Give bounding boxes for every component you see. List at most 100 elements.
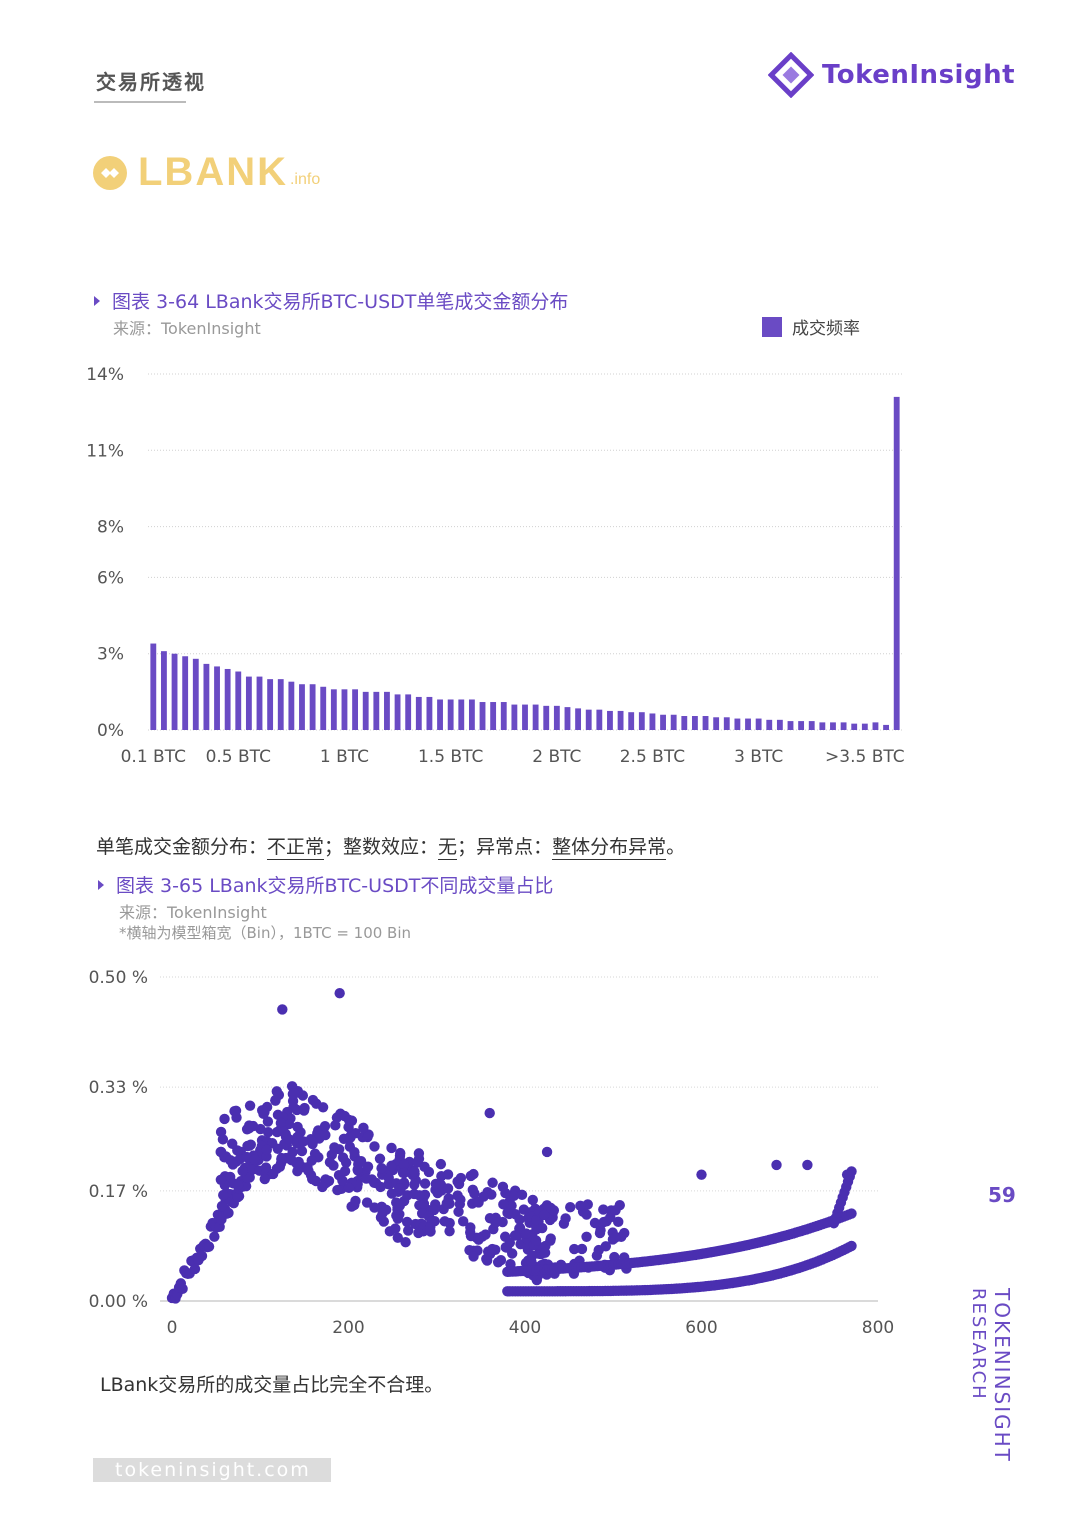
figure2-title: 图表 3-65 LBank交易所BTC-USDT不同成交量占比	[98, 871, 553, 898]
scatter-point	[232, 1179, 244, 1191]
verdict-value-1: 不正常	[267, 836, 325, 860]
scatter-point	[576, 1243, 588, 1255]
verdict-line: 单笔成交金额分布：不正常；整数效应：无；异常点：整体分布异常。	[96, 832, 685, 860]
scatter-point	[492, 1257, 504, 1268]
scatter-point	[548, 1205, 560, 1216]
scatter-point	[287, 1146, 298, 1158]
brand-name: TokenInsight	[822, 60, 1016, 90]
bar	[564, 707, 571, 730]
scatter-point	[398, 1159, 410, 1170]
bar	[214, 666, 220, 730]
scatter-point	[232, 1145, 243, 1156]
scatter-point	[487, 1243, 498, 1255]
scatter-point	[247, 1120, 259, 1132]
bar	[299, 684, 305, 730]
x-tick-label: 200	[332, 1318, 364, 1338]
scatter-point	[430, 1178, 441, 1190]
scatter-point	[257, 1105, 268, 1116]
scatter-point	[802, 1159, 813, 1171]
scatter-point	[262, 1126, 274, 1138]
scatter-point	[303, 1165, 314, 1177]
scatter-point	[395, 1147, 406, 1159]
scatter-point	[215, 1174, 227, 1185]
scatter-point	[565, 1202, 576, 1213]
scatter-point	[530, 1235, 542, 1246]
bar	[405, 694, 412, 730]
scatter-point	[605, 1212, 616, 1223]
scatter-point	[506, 1248, 518, 1259]
verdict-value-2: 无	[438, 836, 458, 860]
bar	[277, 679, 284, 730]
scatter-point	[402, 1225, 414, 1236]
bar	[681, 716, 688, 730]
triangle-bullet-icon	[98, 879, 104, 890]
bar	[235, 671, 242, 730]
scatter-point	[846, 1240, 857, 1252]
footer-url[interactable]: tokeninsight.com	[93, 1458, 331, 1482]
scatter-point	[217, 1134, 229, 1145]
bar	[808, 721, 815, 730]
scatter-point	[560, 1213, 571, 1224]
scatter-point	[504, 1237, 516, 1248]
section-divider	[94, 101, 186, 103]
figure1-legend: 成交频率	[762, 314, 860, 339]
scatter-point	[394, 1200, 405, 1211]
figure1-title-text: 图表 3-64 LBank交易所BTC-USDT单笔成交金额分布	[112, 291, 569, 313]
bar	[734, 718, 741, 730]
scatter-point	[846, 1208, 857, 1219]
scatter-point	[409, 1166, 420, 1177]
scatter-point	[439, 1216, 450, 1227]
scatter-point	[490, 1217, 501, 1228]
scatter-point	[237, 1165, 248, 1177]
scatter-point	[339, 1165, 351, 1177]
scatter-point	[453, 1206, 464, 1217]
x-tick-label: 800	[862, 1318, 894, 1338]
scatter-point	[288, 1088, 300, 1099]
scatter-point	[361, 1173, 372, 1184]
bar	[415, 696, 422, 730]
y-tick-label: 0.50 %	[89, 968, 148, 988]
scatter-point	[444, 1225, 455, 1237]
scatter-point	[216, 1146, 227, 1158]
x-tick-label: 1 BTC	[320, 747, 369, 767]
verdict-label-2: ；整数效应：	[324, 836, 439, 858]
bar	[830, 722, 836, 730]
y-tick-label: 0%	[97, 721, 124, 741]
figure1-title: 图表 3-64 LBank交易所BTC-USDT单笔成交金额分布	[94, 287, 568, 314]
bar	[245, 676, 252, 730]
scatter-point	[311, 1098, 322, 1109]
scatter-point	[227, 1159, 239, 1170]
scatter-point	[246, 1164, 257, 1176]
y-tick-label: 6%	[97, 568, 124, 588]
bar	[893, 396, 900, 730]
scatter-point	[296, 1145, 308, 1157]
scatter-point	[337, 1152, 349, 1163]
scatter-point	[457, 1216, 469, 1227]
bar	[330, 689, 337, 730]
scatter-point	[594, 1227, 606, 1239]
scatter-point	[278, 1126, 289, 1137]
scatter-point	[696, 1169, 707, 1180]
scatter-point	[598, 1204, 609, 1215]
x-tick-label: 2.5 BTC	[620, 747, 685, 767]
scatter-point	[306, 1155, 317, 1166]
side-brand: TOKENINSIGHT RESEARCH	[966, 1288, 1014, 1463]
scatter-point	[442, 1183, 454, 1194]
scatter-point	[261, 1144, 273, 1156]
scatter-point	[398, 1167, 410, 1179]
scatter-point	[502, 1207, 513, 1219]
scatter-point	[332, 1184, 343, 1196]
lbank-mark-icon	[93, 155, 127, 190]
scatter-point	[329, 1142, 340, 1153]
scatter-point	[349, 1146, 360, 1158]
scatter-point	[319, 1120, 331, 1132]
bar	[479, 702, 486, 730]
bar	[161, 651, 167, 730]
tokeninsight-mark-icon	[768, 52, 814, 98]
bar	[256, 676, 263, 730]
scatter-point	[531, 1222, 542, 1233]
figure1-source: 来源：TokenInsight	[113, 319, 261, 338]
bar	[394, 694, 401, 730]
scatter-point	[526, 1256, 537, 1267]
scatter-point	[386, 1160, 397, 1171]
